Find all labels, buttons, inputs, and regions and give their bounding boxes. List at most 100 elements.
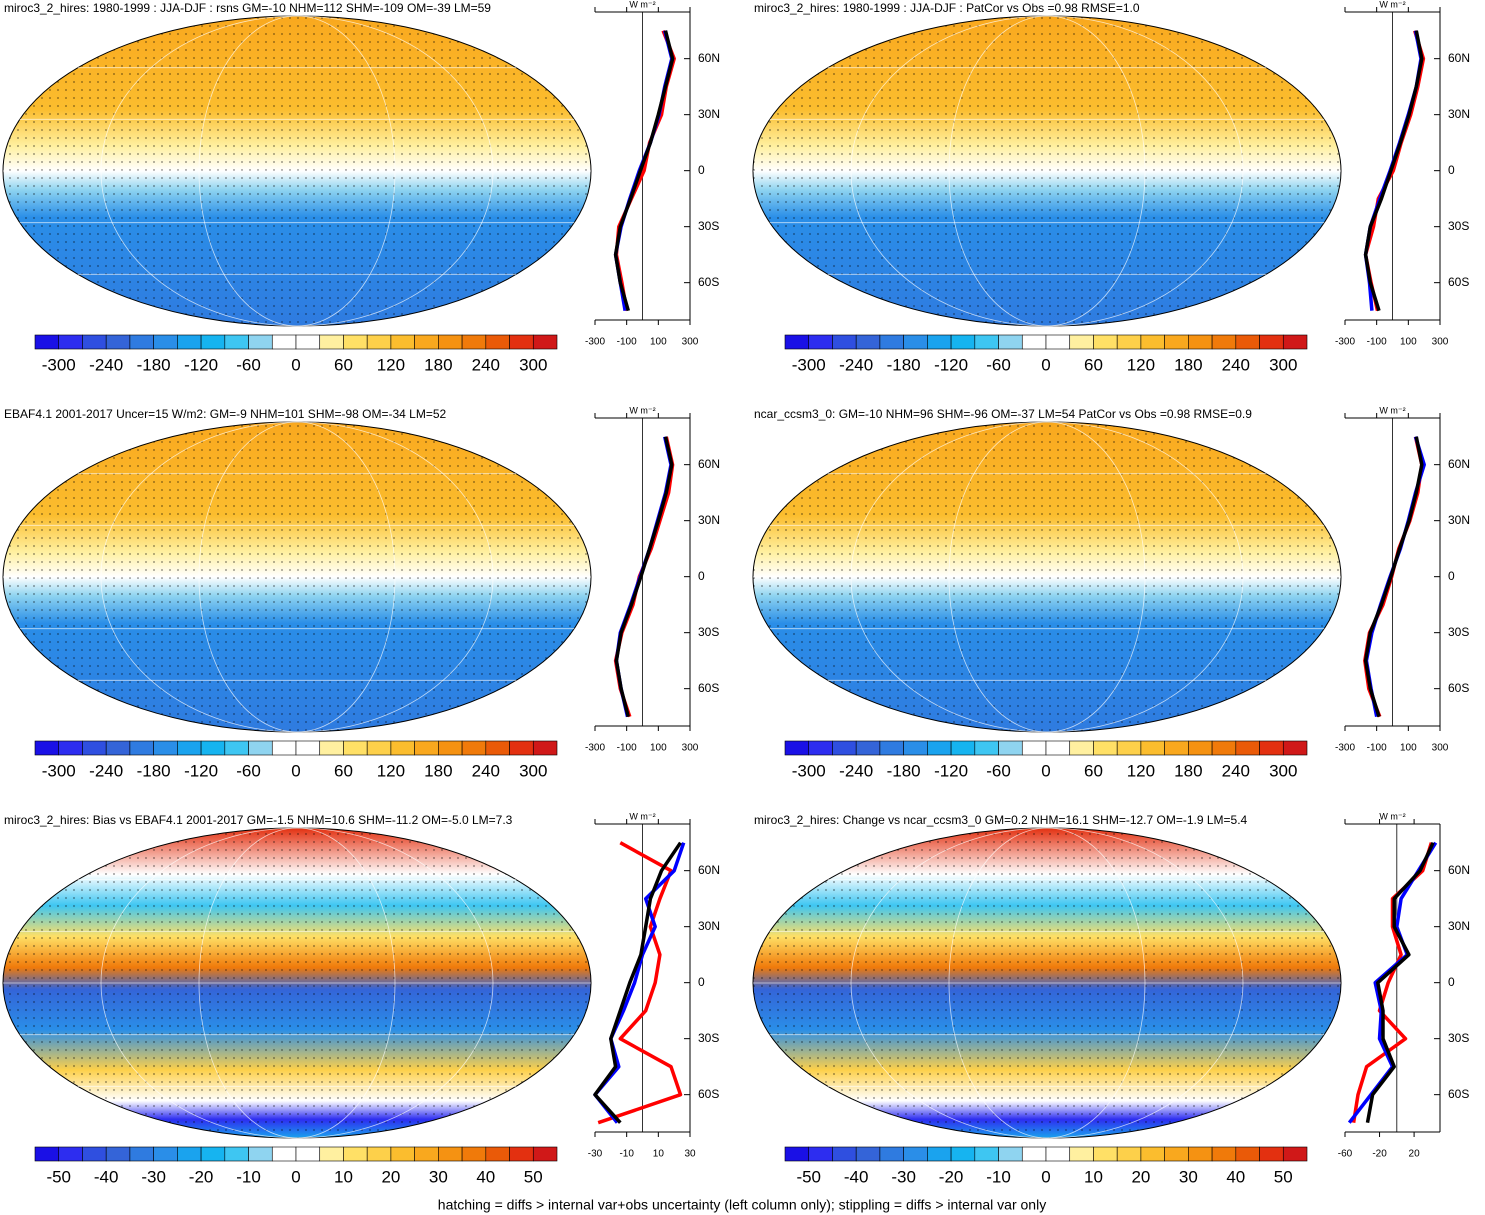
profile-line	[614, 30, 676, 311]
y-tick-label: 60S	[698, 681, 719, 695]
colorbar-box	[1069, 1146, 1094, 1162]
colorbar-box	[1069, 334, 1094, 350]
colorbar-box	[414, 740, 439, 756]
colorbar-box	[1164, 334, 1189, 350]
colorbar-box	[509, 1146, 534, 1162]
colorbar-box	[319, 1146, 344, 1162]
colorbar-box	[343, 1146, 368, 1162]
colorbar-box	[129, 740, 154, 756]
x-tick-label: -30	[588, 1149, 603, 1160]
colorbar-box	[1211, 740, 1237, 756]
colorbar-box	[784, 334, 810, 350]
colorbar-tick-label: 240	[1222, 355, 1250, 374]
colorbar-tick-label: 20	[1131, 1167, 1150, 1186]
y-tick-label: 30N	[1448, 107, 1470, 121]
x-tick-label: -100	[617, 337, 637, 348]
colorbar-tick-label: -240	[89, 355, 123, 374]
colorbar-tick-label: 300	[1269, 761, 1297, 780]
colorbar-box	[224, 1146, 249, 1162]
colorbar-box	[248, 1146, 273, 1162]
y-tick-label: 30S	[1448, 219, 1469, 233]
colorbar-tick-label: -20	[189, 1167, 214, 1186]
colorbar-tick-label: -300	[42, 355, 76, 374]
colorbar-tick-label: 300	[519, 761, 547, 780]
colorbar-box	[390, 740, 415, 756]
x-tick-label: 300	[1432, 743, 1449, 754]
profile-line	[597, 841, 683, 1125]
profile-line	[1363, 436, 1424, 718]
y-tick-label: 30S	[1448, 625, 1469, 639]
colorbar-box	[1235, 334, 1260, 350]
y-tick-label: 60S	[698, 275, 719, 289]
colorbar-tick-label: -120	[934, 355, 968, 374]
colorbar-box	[1093, 1146, 1118, 1162]
colorbar-box	[832, 1146, 857, 1162]
colorbar-tick-label: -20	[939, 1167, 964, 1186]
colorbar-tick-label: 40	[476, 1167, 495, 1186]
colorbar-box	[105, 1146, 131, 1162]
y-tick-label: 30S	[1448, 1031, 1469, 1045]
colorbar-tick-label: -120	[934, 761, 968, 780]
colorbar-tick-label: -50	[796, 1167, 821, 1186]
x-tick-label: 100	[1400, 743, 1417, 754]
colorbar-tick-label: 120	[1127, 355, 1155, 374]
colorbar-box	[1045, 1146, 1071, 1162]
x-tick-label: -300	[585, 743, 605, 754]
y-tick-label: 60N	[698, 863, 720, 877]
colorbar-box	[485, 1146, 510, 1162]
colorbar-tick-label: 60	[1084, 761, 1103, 780]
y-tick-label: 0	[698, 975, 705, 989]
colorbar-tick-label: 120	[377, 761, 405, 780]
colorbar-box	[509, 334, 534, 350]
colorbar-box	[34, 1146, 60, 1162]
graticule	[100, 15, 494, 327]
profile-line	[1363, 30, 1426, 312]
colorbar-box	[1235, 740, 1260, 756]
colorbar-tick-label: -60	[986, 761, 1011, 780]
colorbar-tick-label: 50	[1274, 1167, 1293, 1186]
colorbar-tick-label: 240	[472, 761, 500, 780]
y-tick-label: 60S	[1448, 275, 1469, 289]
colorbar-box	[1188, 740, 1213, 756]
colorbar-box	[998, 334, 1023, 350]
x-tick-label: -20	[1372, 1149, 1387, 1160]
colorbar-box	[414, 1146, 439, 1162]
colorbar-tick-label: -10	[236, 1167, 261, 1186]
colorbar-tick-label: 30	[1179, 1167, 1198, 1186]
colorbar-box	[1235, 1146, 1260, 1162]
x-tick-label: -300	[1335, 337, 1355, 348]
x-axis-label: W m⁻²	[629, 405, 655, 415]
profile-line	[614, 436, 673, 718]
x-axis-label: W m⁻²	[1379, 0, 1405, 9]
colorbar-box	[82, 740, 107, 756]
colorbar-box	[974, 1146, 999, 1162]
x-tick-label: 300	[682, 743, 699, 754]
y-tick-label: 60N	[698, 51, 720, 65]
colorbar-box	[1164, 740, 1189, 756]
profile-line	[1363, 30, 1424, 312]
colorbar-box	[319, 740, 344, 756]
y-tick-label: 0	[1448, 569, 1455, 583]
colorbar-box	[509, 740, 534, 756]
colorbar-box	[34, 334, 60, 350]
colorbar-box	[1140, 740, 1165, 756]
graticule	[850, 421, 1244, 733]
colorbar-box	[808, 740, 833, 756]
colorbar-box	[532, 334, 558, 350]
colorbar-box	[1282, 740, 1308, 756]
colorbar-tick-label: -40	[94, 1167, 119, 1186]
colorbar-tick-label: 10	[1084, 1167, 1103, 1186]
colorbar-tick-label: 0	[1041, 1167, 1050, 1186]
colorbar-box	[855, 740, 881, 756]
colorbar-box	[903, 740, 928, 756]
colorbar-box	[224, 334, 249, 350]
colorbar-tick-label: 40	[1226, 1167, 1245, 1186]
profile-line	[1364, 436, 1426, 718]
colorbar-box	[343, 740, 368, 756]
y-tick-label: 30S	[698, 219, 719, 233]
y-tick-label: 0	[698, 569, 705, 583]
colorbar-box	[950, 334, 976, 350]
colorbar-box	[271, 740, 297, 756]
colorbar-box	[390, 334, 415, 350]
colorbar-box	[58, 1146, 83, 1162]
